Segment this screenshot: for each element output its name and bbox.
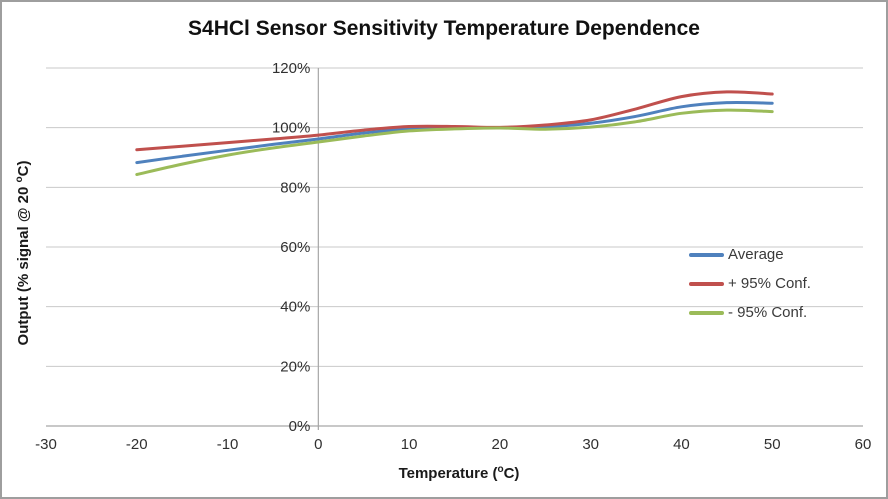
series-line-95-conf bbox=[135, 108, 774, 176]
y-tick-label: 100% bbox=[272, 120, 310, 137]
x-tick-label: -30 bbox=[35, 436, 57, 453]
x-tick-label: 50 bbox=[764, 436, 781, 453]
x-tick-label: 30 bbox=[582, 436, 599, 453]
y-axis-title: Output (% signal @ 20 oC) bbox=[14, 161, 32, 346]
x-tick-label: 10 bbox=[401, 436, 418, 453]
x-tick-label: 60 bbox=[855, 436, 872, 453]
legend-label: - 95% Conf. bbox=[728, 304, 808, 321]
legend-label: + 95% Conf. bbox=[728, 275, 811, 292]
y-tick-label: 120% bbox=[272, 60, 310, 77]
legend-label: Average bbox=[728, 246, 784, 263]
x-axis-title-text: Temperature ( bbox=[398, 465, 498, 482]
x-tick-label: -20 bbox=[126, 436, 148, 453]
y-axis-title-unit: C) bbox=[15, 160, 32, 177]
y-tick-label: 60% bbox=[280, 239, 310, 256]
y-axis-title-text: Output (% signal @ 20 bbox=[15, 182, 32, 346]
y-tick-label: 40% bbox=[280, 299, 310, 316]
y-tick-label: 80% bbox=[280, 179, 310, 196]
legend-line-swatch bbox=[689, 310, 724, 315]
chart-title: S4HCl Sensor Sensitivity Temperature Dep… bbox=[188, 17, 700, 40]
legend-item-plus-95-conf: + 95% Conf. bbox=[689, 275, 811, 292]
x-tick-label: 20 bbox=[492, 436, 509, 453]
legend-item-minus-95-conf: - 95% Conf. bbox=[689, 304, 811, 321]
legend-line-swatch bbox=[689, 252, 724, 257]
x-axis-title: Temperature (oC) bbox=[399, 464, 520, 482]
x-tick-label: 40 bbox=[673, 436, 690, 453]
x-tick-label: -10 bbox=[217, 436, 239, 453]
legend-item-average: Average bbox=[689, 246, 811, 263]
degree-superscript: o bbox=[497, 464, 504, 475]
legend: Average + 95% Conf. - 95% Conf. bbox=[689, 246, 811, 333]
y-tick-label: 0% bbox=[289, 418, 311, 435]
y-tick-label: 20% bbox=[280, 358, 310, 375]
x-axis-title-unit: C) bbox=[503, 465, 520, 482]
legend-line-swatch bbox=[689, 281, 724, 286]
degree-superscript: o bbox=[14, 176, 25, 183]
x-tick-label: 0 bbox=[314, 436, 322, 453]
series-line-95-conf bbox=[135, 90, 774, 152]
